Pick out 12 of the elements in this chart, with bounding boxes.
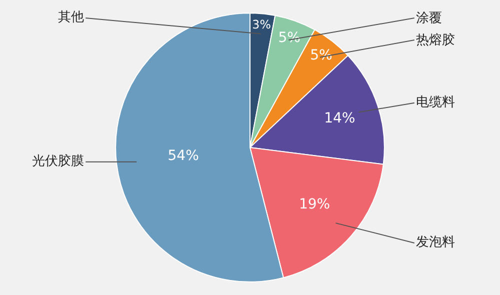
slice-label: 电缆料 — [416, 95, 455, 110]
data-label: 5% — [278, 30, 300, 46]
data-label: 3% — [252, 18, 271, 32]
slice-label: 光伏胶膜 — [32, 154, 84, 169]
data-label: 19% — [298, 196, 330, 212]
slice-label: 发泡料 — [416, 235, 455, 250]
data-label: 5% — [310, 48, 332, 64]
data-label: 54% — [168, 148, 199, 164]
data-label: 14% — [324, 110, 356, 126]
slice-label: 热熔胶 — [416, 33, 455, 48]
slice-label: 其他 — [58, 10, 84, 25]
slice-label: 涂覆 — [416, 11, 442, 26]
